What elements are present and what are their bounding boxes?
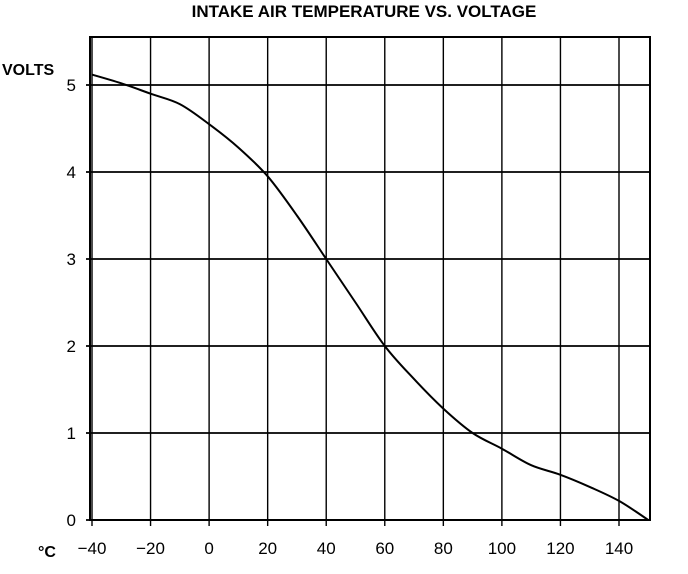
y-tick-label-2: 2 xyxy=(67,337,76,356)
grid xyxy=(86,37,650,526)
plot-frame xyxy=(89,36,651,521)
x-tick-label-9: 140 xyxy=(605,539,633,558)
y-tick-label-0: 0 xyxy=(67,511,76,530)
series-line-0 xyxy=(91,73,649,521)
y-axis-unit-label: VOLTS xyxy=(2,62,54,79)
y-tick-labels: 0 1 2 3 4 5 xyxy=(67,76,76,530)
x-tick-label-7: 100 xyxy=(488,539,516,558)
x-tick-label-0: −40 xyxy=(78,539,107,558)
chart-title: INTAKE AIR TEMPERATURE VS. VOLTAGE xyxy=(192,2,537,21)
x-tick-label-2: 0 xyxy=(204,539,213,558)
x-tick-label-1: −20 xyxy=(136,539,165,558)
x-tick-label-5: 60 xyxy=(375,539,394,558)
series xyxy=(91,73,649,521)
x-axis-unit-label: °C xyxy=(38,544,56,561)
y-tick-label-4: 4 xyxy=(67,163,76,182)
x-tick-label-6: 80 xyxy=(434,539,453,558)
x-tick-label-3: 20 xyxy=(258,539,277,558)
y-tick-label-3: 3 xyxy=(67,250,76,269)
x-tick-labels: −40 −20 0 20 40 60 80 100 120 140 xyxy=(78,539,634,558)
x-tick-label-8: 120 xyxy=(546,539,574,558)
y-tick-label-1: 1 xyxy=(67,424,76,443)
x-tick-label-4: 40 xyxy=(317,539,336,558)
y-tick-label-5: 5 xyxy=(67,76,76,95)
